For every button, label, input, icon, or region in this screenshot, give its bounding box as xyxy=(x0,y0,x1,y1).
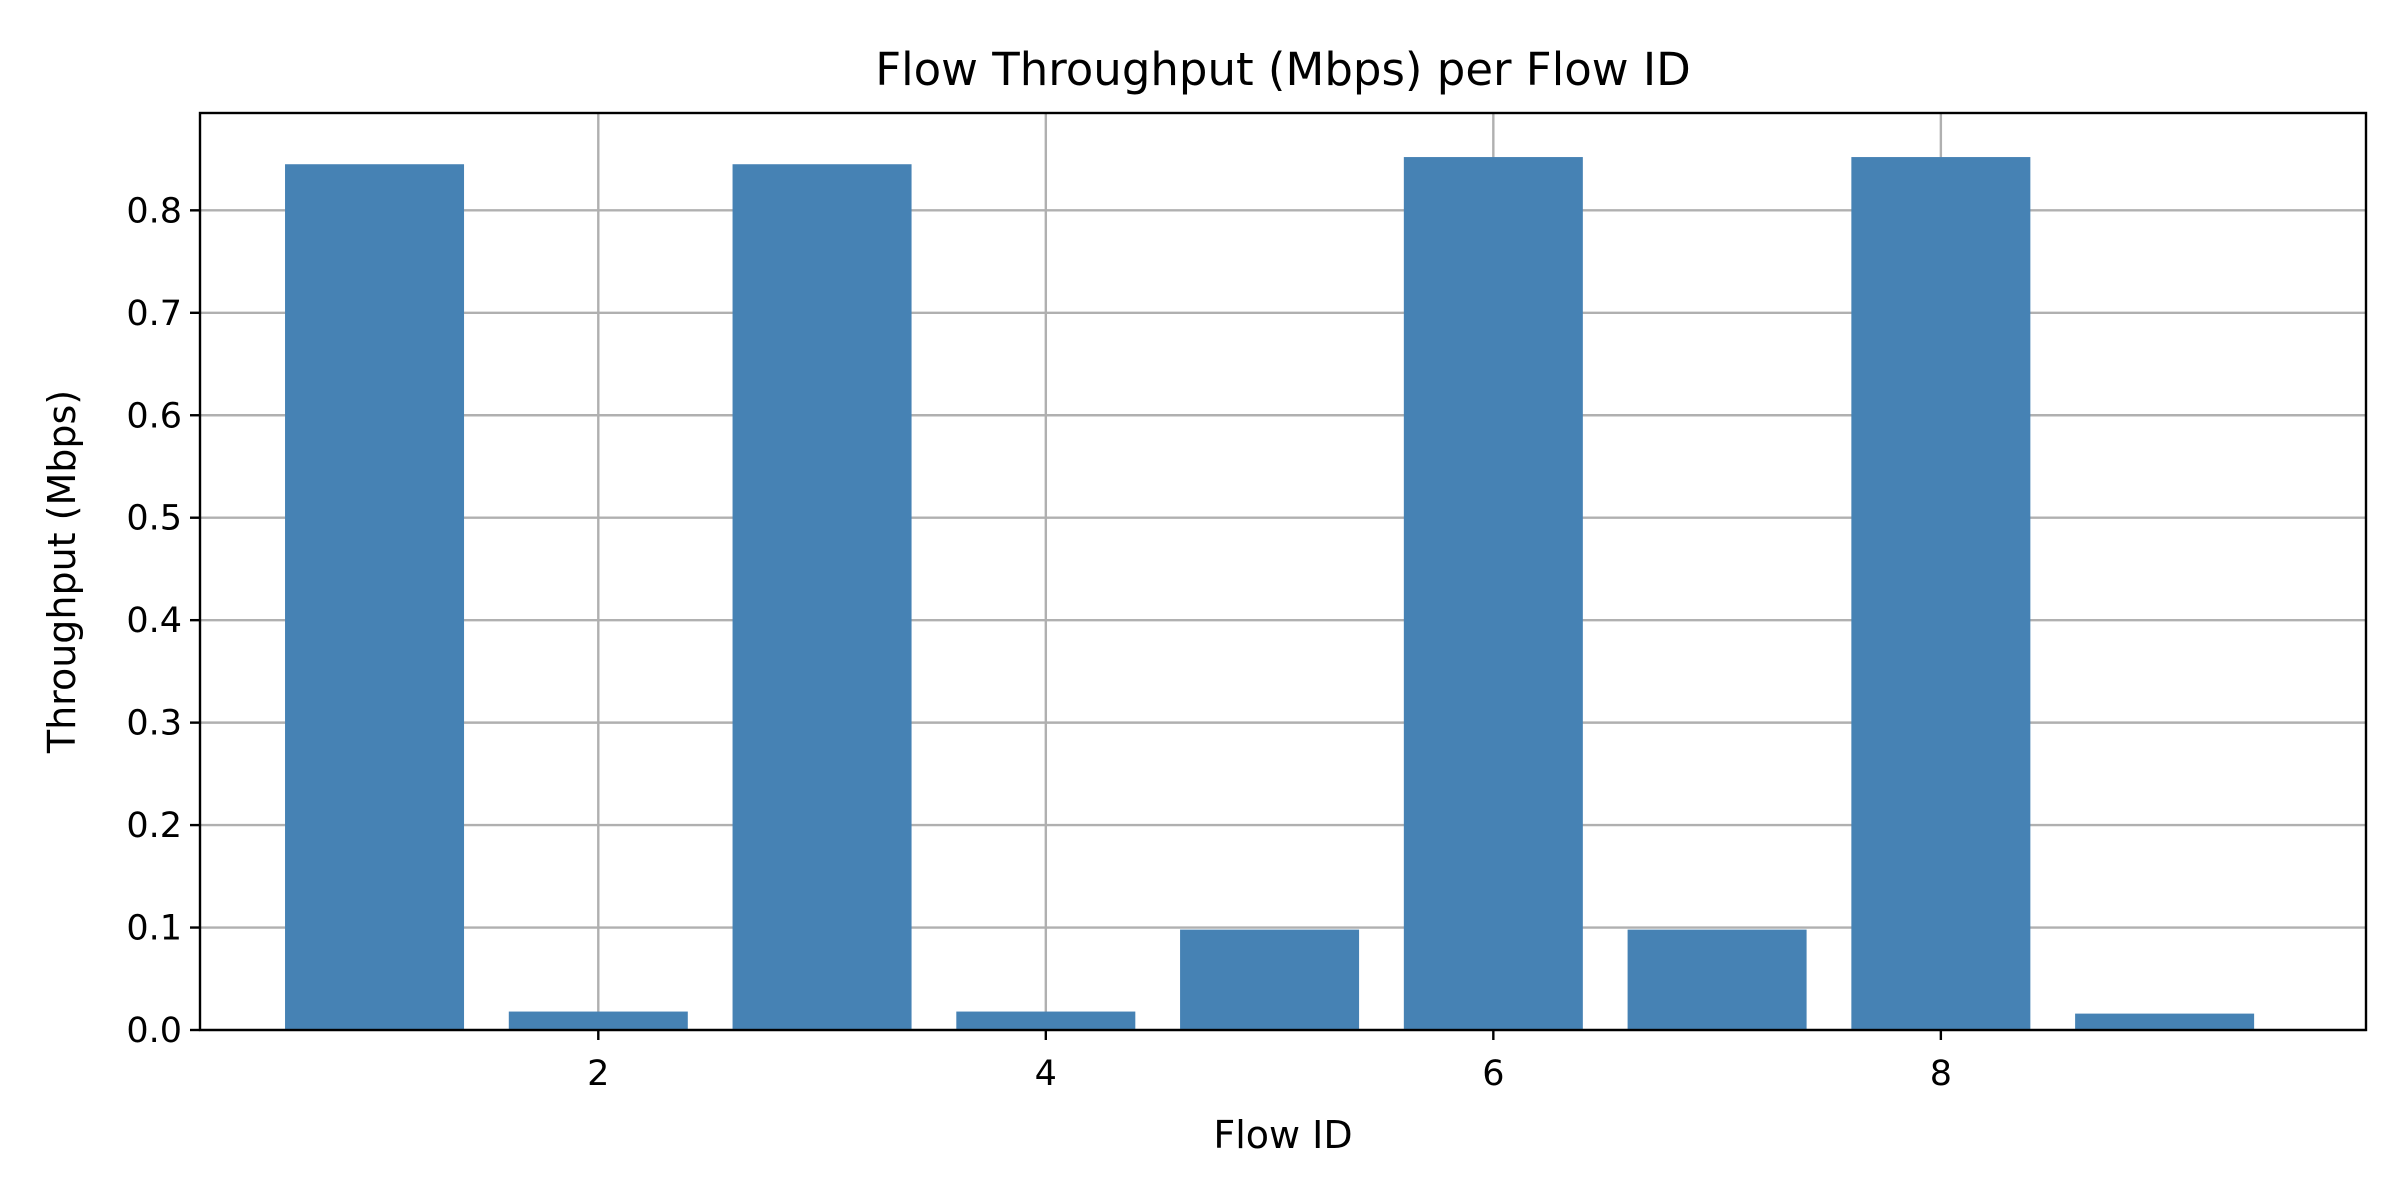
y-tick-label: 0.2 xyxy=(126,806,182,846)
x-tick-label: 8 xyxy=(1930,1054,1952,1094)
chart-title: Flow Throughput (Mbps) per Flow ID xyxy=(875,43,1691,96)
bar-flow-6 xyxy=(1403,157,1583,1030)
bar-flow-1 xyxy=(285,164,465,1030)
bar-flow-9 xyxy=(2075,1013,2255,1030)
y-tick-label: 0.1 xyxy=(126,909,182,949)
bar-flow-5 xyxy=(1180,929,1360,1030)
x-tick-label: 2 xyxy=(587,1054,609,1094)
tick-layer: 0.0 0.1 0.2 0.3 0.4 0.5 0.6 0.7 0.8 2 4 6 8 xyxy=(126,191,1952,1094)
y-tick-label: 0.8 xyxy=(126,191,182,231)
y-axis-label: Throughput (Mbps) xyxy=(40,390,84,754)
y-tick-label: 0.0 xyxy=(126,1011,182,1051)
bar-flow-4 xyxy=(956,1011,1136,1030)
grid-layer xyxy=(200,113,2366,1032)
y-tick-label: 0.6 xyxy=(126,396,182,436)
bar-flow-7 xyxy=(1627,929,1807,1030)
y-tick-label: 0.7 xyxy=(126,294,182,334)
x-tick-label: 4 xyxy=(1035,1054,1057,1094)
x-tick-label: 6 xyxy=(1482,1054,1504,1094)
y-tick-label: 0.3 xyxy=(126,704,182,744)
bar-flow-3 xyxy=(732,164,912,1030)
bar-flow-8 xyxy=(1851,157,2031,1030)
y-tick-label: 0.5 xyxy=(126,499,182,539)
bar-flow-2 xyxy=(508,1011,688,1030)
axes-frame xyxy=(198,111,2368,1032)
bar-layer xyxy=(285,157,2255,1030)
x-axis-label: Flow ID xyxy=(1213,1113,1352,1157)
y-tick-label: 0.4 xyxy=(126,601,182,641)
